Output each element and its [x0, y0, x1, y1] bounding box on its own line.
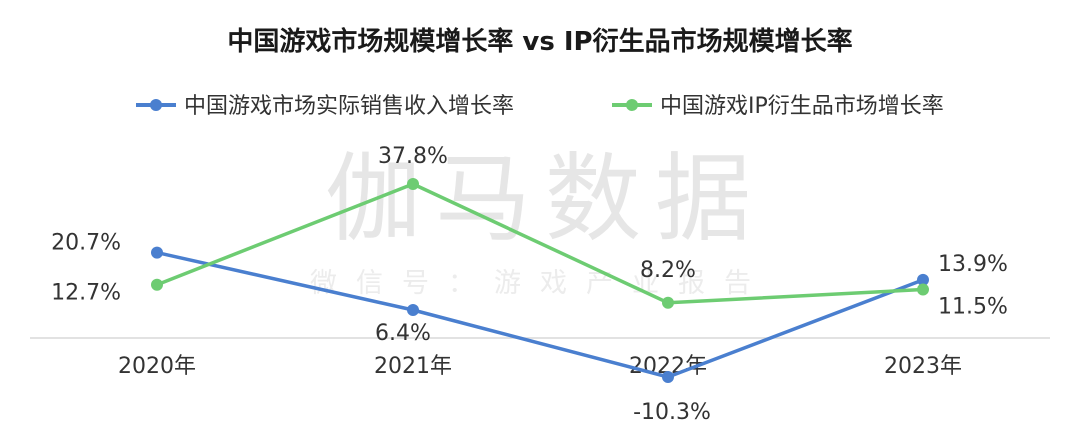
- x-tick-label: 2023年: [884, 354, 962, 379]
- data-label: 20.7%: [51, 231, 121, 256]
- data-point: [917, 283, 929, 296]
- data-label: 13.9%: [938, 252, 1008, 277]
- data-point: [407, 178, 419, 190]
- legend-swatch-dot-blue: [150, 99, 162, 111]
- watermark-sub: 微信号：游戏产业报告: [310, 268, 770, 299]
- data-label: 6.4%: [375, 321, 431, 346]
- legend-item-green: 中国游戏IP衍生品市场增长率: [612, 94, 944, 119]
- data-label: 12.7%: [51, 281, 121, 306]
- data-label: -10.3%: [633, 400, 711, 425]
- data-label: 37.8%: [378, 144, 448, 169]
- watermark: 伽马数据 微信号：游戏产业报告: [310, 143, 770, 299]
- legend-label-green: 中国游戏IP衍生品市场增长率: [660, 94, 944, 119]
- series-line-green: [156, 182, 924, 305]
- data-point: [662, 296, 674, 309]
- data-point: [662, 371, 674, 383]
- data-point: [151, 246, 163, 259]
- legend: 中国游戏市场实际销售收入增长率 中国游戏IP衍生品市场增长率: [136, 94, 944, 119]
- plot-area: 2020年 2021年 2022年 2023年20.7%6.4%-10.3%13.9%…: [51, 144, 1008, 425]
- legend-label-blue: 中国游戏市场实际销售收入增长率: [184, 94, 514, 119]
- data-point: [917, 273, 929, 286]
- data-point: [151, 278, 163, 291]
- legend-item-blue: 中国游戏市场实际销售收入增长率: [136, 94, 514, 119]
- data-point: [407, 304, 419, 316]
- series-line-blue: [156, 250, 924, 379]
- data-label: 8.2%: [640, 258, 696, 283]
- watermark-main: 伽马数据: [325, 143, 765, 255]
- legend-swatch-dot-green: [626, 99, 638, 111]
- x-tick-label: 2021年: [374, 354, 452, 379]
- data-label: 11.5%: [938, 295, 1008, 320]
- chart-title: 中国游戏市场规模增长率 vs IP衍生品市场规模增长率: [227, 26, 852, 57]
- x-tick-label: 2020年: [118, 354, 196, 379]
